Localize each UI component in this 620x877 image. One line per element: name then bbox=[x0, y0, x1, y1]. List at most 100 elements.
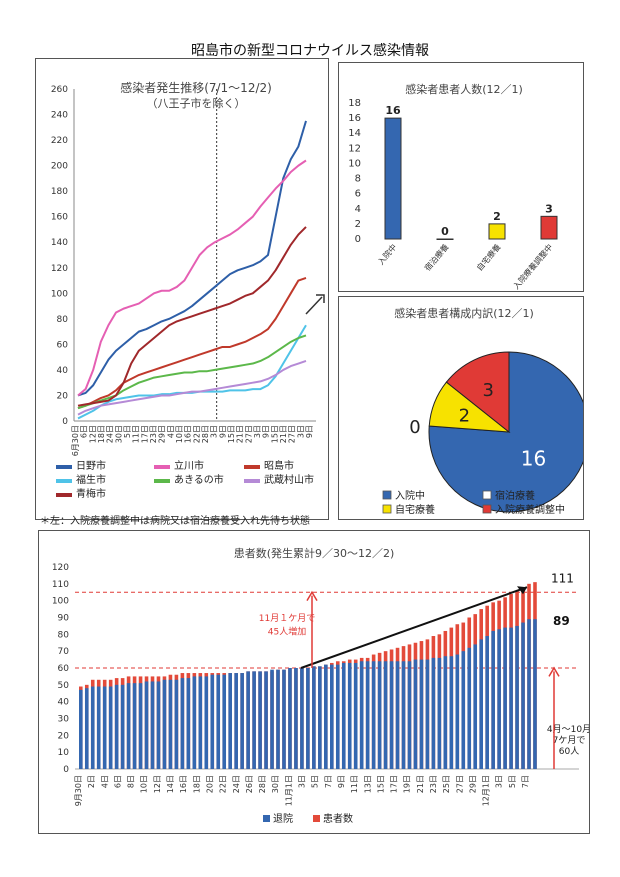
legend-swatch bbox=[244, 465, 260, 469]
x-tick-label: 6日 bbox=[80, 425, 89, 438]
bar-discharged bbox=[389, 661, 394, 769]
x-category-label: 入院療養調整中 bbox=[511, 242, 555, 291]
bar-discharged bbox=[371, 661, 376, 769]
y-tick-label: 40 bbox=[57, 366, 69, 376]
bar-discharged bbox=[306, 668, 310, 769]
legend-label: 自宅療養 bbox=[395, 503, 435, 516]
x-tick-label: 19日 bbox=[403, 775, 412, 793]
bar-discharged bbox=[294, 668, 298, 769]
x-tick-label: 23日 bbox=[149, 425, 158, 443]
bar-discharged bbox=[312, 666, 316, 769]
series-line bbox=[77, 324, 307, 420]
x-tick-label: 7日 bbox=[324, 775, 333, 788]
x-tick-label: 3日 bbox=[210, 425, 219, 438]
x-tick-label: 5日 bbox=[508, 775, 517, 788]
x-tick-label: 27日 bbox=[244, 425, 253, 443]
bar-discharged bbox=[413, 659, 418, 769]
annotation-arrow-period bbox=[548, 666, 560, 769]
x-tick-label: 9日 bbox=[305, 425, 314, 438]
legend-swatch bbox=[382, 490, 392, 500]
x-tick-label: 30日 bbox=[271, 775, 280, 793]
bar-discharged bbox=[246, 671, 250, 769]
bar-discharged bbox=[264, 671, 268, 769]
x-tick-label: 26日 bbox=[245, 775, 254, 793]
legend-swatch bbox=[154, 465, 170, 469]
y-tick-label: 40 bbox=[58, 698, 70, 708]
x-tick-label: 24日 bbox=[232, 775, 241, 793]
x-tick-label: 14日 bbox=[166, 775, 175, 793]
bar-discharged bbox=[383, 661, 388, 769]
y-tick-label: 90 bbox=[58, 614, 70, 624]
annotation-period-line: 60人 bbox=[559, 746, 579, 757]
series-line bbox=[77, 159, 307, 397]
bar-discharged bbox=[521, 622, 525, 769]
bar-discharged bbox=[144, 681, 149, 769]
bar-discharged bbox=[341, 662, 346, 769]
bar-discharged bbox=[240, 673, 244, 769]
pie-value-label: 2 bbox=[459, 405, 470, 426]
x-tick-label: 15日 bbox=[227, 425, 236, 443]
x-tick-label: 9月30日 bbox=[74, 775, 83, 806]
y-tick-label: 8 bbox=[355, 174, 361, 185]
x-tick-label: 10日 bbox=[175, 425, 184, 443]
y-tick-label: 80 bbox=[57, 315, 69, 325]
bar-discharged bbox=[180, 678, 185, 769]
y-tick-label: 0 bbox=[355, 234, 361, 245]
legend-swatch bbox=[482, 490, 492, 500]
legend-swatch bbox=[482, 504, 492, 514]
x-tick-label: 20日 bbox=[205, 775, 214, 793]
annotation-month-line1: 11月１ケ月で bbox=[259, 613, 315, 624]
bar-discharged bbox=[222, 674, 227, 769]
bar-discharged bbox=[120, 684, 125, 769]
x-tick-label: 7日 bbox=[521, 775, 530, 788]
y-tick-label: 260 bbox=[51, 85, 68, 95]
bar-discharged bbox=[503, 627, 507, 769]
x-tick-label: 11日 bbox=[132, 425, 141, 443]
x-tick-label: 11月1日 bbox=[284, 775, 293, 806]
bar-discharged bbox=[252, 671, 256, 769]
legend-label: 入院中 bbox=[395, 489, 425, 502]
bar-discharged bbox=[449, 656, 454, 769]
x-tick-label: 9日 bbox=[218, 425, 227, 438]
x-tick-label: 12日 bbox=[88, 425, 97, 443]
x-tick-label: 9日 bbox=[337, 775, 346, 788]
y-tick-label: 110 bbox=[52, 580, 69, 590]
bar-discharged bbox=[497, 629, 501, 769]
bar-discharged bbox=[156, 681, 161, 769]
y-tick-label: 18 bbox=[348, 98, 361, 109]
bar-discharged bbox=[102, 686, 107, 769]
bar-discharged bbox=[509, 627, 513, 769]
bar-discharged bbox=[84, 688, 89, 769]
x-tick-label: 3日 bbox=[253, 425, 262, 438]
cumulative-chart-title: 患者数(発生累計9／30～12／2) bbox=[233, 547, 395, 560]
bar-discharged bbox=[527, 619, 531, 769]
legend-swatch bbox=[382, 504, 392, 514]
bar-discharged bbox=[288, 668, 292, 769]
bar-discharged bbox=[377, 661, 382, 769]
y-tick-label: 70 bbox=[58, 647, 70, 657]
y-tick-label: 160 bbox=[51, 213, 68, 223]
annotation-arrow-month bbox=[306, 590, 318, 668]
bar-discharged bbox=[204, 676, 209, 769]
bar bbox=[540, 215, 558, 240]
bar-discharged bbox=[282, 669, 286, 769]
x-tick-label: 9日 bbox=[262, 425, 271, 438]
bar-discharged bbox=[192, 676, 197, 769]
x-tick-label: 18日 bbox=[97, 425, 106, 443]
bar-discharged bbox=[437, 657, 442, 769]
bar-discharged bbox=[431, 657, 436, 769]
pie-value-label: 16 bbox=[521, 446, 546, 470]
legend-label: 入院療養調整中 bbox=[495, 503, 565, 516]
bar-discharged bbox=[401, 661, 406, 769]
series-line bbox=[77, 120, 307, 397]
pie-chart-panel: 感染者患者構成内訳(12／1) 16 2 3 0 入院中 宿泊療養 自宅療養 入院療養調整中 bbox=[338, 296, 584, 520]
y-tick-label: 2 bbox=[355, 219, 361, 230]
y-tick-label: 6 bbox=[355, 189, 361, 200]
x-category-label: 入院中 bbox=[375, 242, 398, 267]
bar-discharged bbox=[138, 683, 143, 769]
pie-chart-title: 感染者患者構成内訳(12／1) bbox=[394, 307, 534, 320]
y-tick-label: 80 bbox=[58, 630, 70, 640]
bar-discharged bbox=[96, 686, 101, 769]
bar-discharged bbox=[150, 681, 155, 769]
line-chart-title: 感染者発生推移(7/1～12/2) bbox=[120, 81, 272, 95]
